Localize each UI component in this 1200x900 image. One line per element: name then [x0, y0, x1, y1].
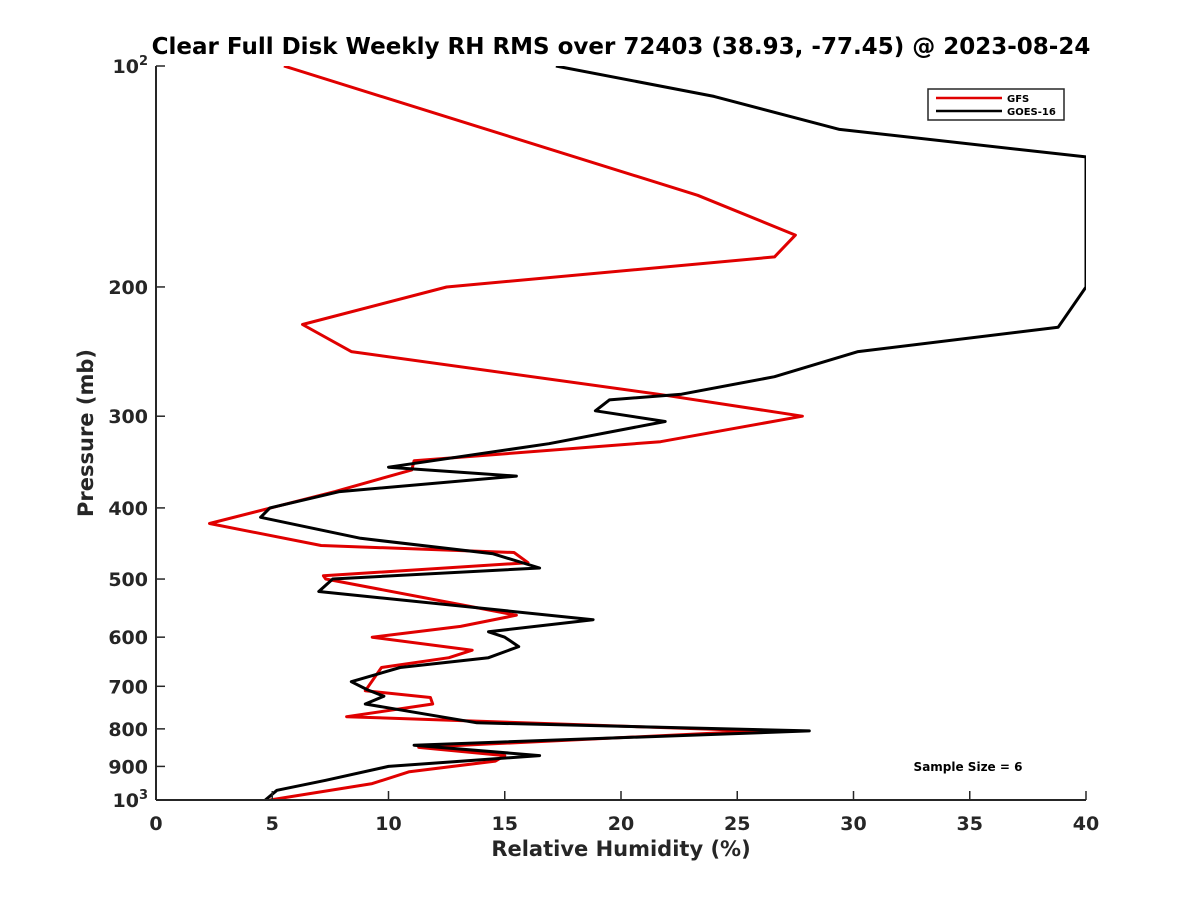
x-axis-ticks: 0 5 10 15 20 25 30 35 40: [149, 791, 1099, 835]
series-line-goes-16: [259, 66, 1086, 800]
legend-box: [927, 88, 1065, 121]
x-tick-label: 5: [266, 813, 279, 835]
y-tick-label: 300: [108, 406, 148, 428]
y-tick-label: 400: [108, 498, 148, 520]
x-tick-label: 35: [957, 813, 983, 835]
y-tick-label: 600: [108, 627, 148, 649]
chart-title: Clear Full Disk Weekly RH RMS over 72403…: [152, 34, 1091, 60]
y-tick-label: 700: [108, 676, 148, 698]
y-tick-label: 800: [108, 719, 148, 741]
legend: GFS GOES-16: [927, 88, 1065, 121]
sample-size-annotation: Sample Size = 6: [914, 760, 1023, 774]
x-tick-label: 25: [724, 813, 750, 835]
x-tick-label: 0: [149, 813, 162, 835]
x-tick-label: 40: [1073, 813, 1099, 835]
y-tick-label: 200: [108, 277, 148, 299]
plot-area: [208, 66, 1086, 800]
y-axis-label: Pressure (mb): [74, 349, 98, 517]
x-tick-label: 15: [492, 813, 518, 835]
y-tick-label: 500: [108, 569, 148, 591]
x-tick-label: 30: [840, 813, 866, 835]
legend-label-goes-16: GOES-16: [1007, 107, 1056, 118]
x-tick-label: 20: [608, 813, 634, 835]
y-tick-label: 900: [108, 756, 148, 778]
x-tick-label: 10: [375, 813, 401, 835]
legend-label-gfs: GFS: [1007, 94, 1029, 105]
x-axis-label: Relative Humidity (%): [491, 837, 750, 861]
